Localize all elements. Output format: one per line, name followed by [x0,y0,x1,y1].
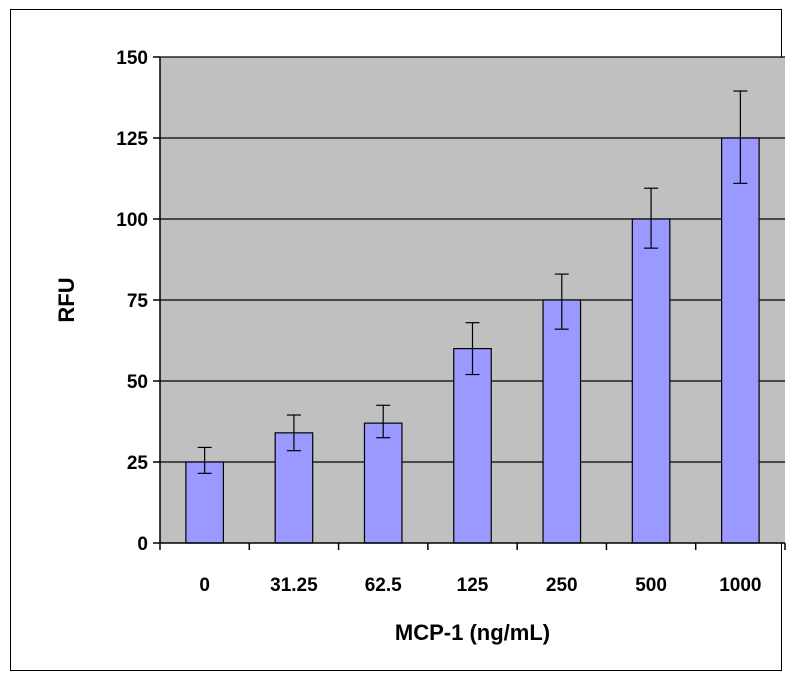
error-bars [197,90,748,474]
x-axis-title: MCP-1 (ng/mL) [395,620,550,645]
bar [542,299,582,544]
bar [631,218,671,544]
y-tick-label: 150 [116,48,148,69]
bar [721,137,760,544]
x-tick-label: 125 [457,575,489,596]
error-bar [465,322,480,376]
y-tick-label: 25 [127,453,149,474]
error-bar [286,414,301,452]
error-bar [644,187,659,249]
bar [363,422,403,544]
x-tick-label: 0 [199,575,210,596]
error-bar [376,404,391,439]
x-tick-label: 500 [635,575,667,596]
x-tick-labels: 0 31.25 62.5 125 250 500 1000 [199,575,761,596]
axes [153,56,786,550]
y-tick-label: 0 [137,534,148,555]
y-tick-label: 50 [127,372,148,393]
y-tick-label: 125 [116,129,148,150]
bar [453,348,492,544]
y-tick-label: 75 [127,291,149,312]
error-bar [197,446,212,474]
error-bar [733,90,748,184]
x-tick-label: 62.5 [365,575,402,596]
y-tick-labels: 0 25 50 75 100 125 150 [116,48,148,555]
y-tick-label: 100 [116,210,148,231]
x-tick-label: 250 [546,575,578,596]
x-tick-label: 31.25 [270,575,318,596]
error-bar [554,273,569,330]
bar [185,461,224,544]
x-tick-label: 1000 [719,575,761,596]
y-axis-title: RFU [54,277,79,322]
